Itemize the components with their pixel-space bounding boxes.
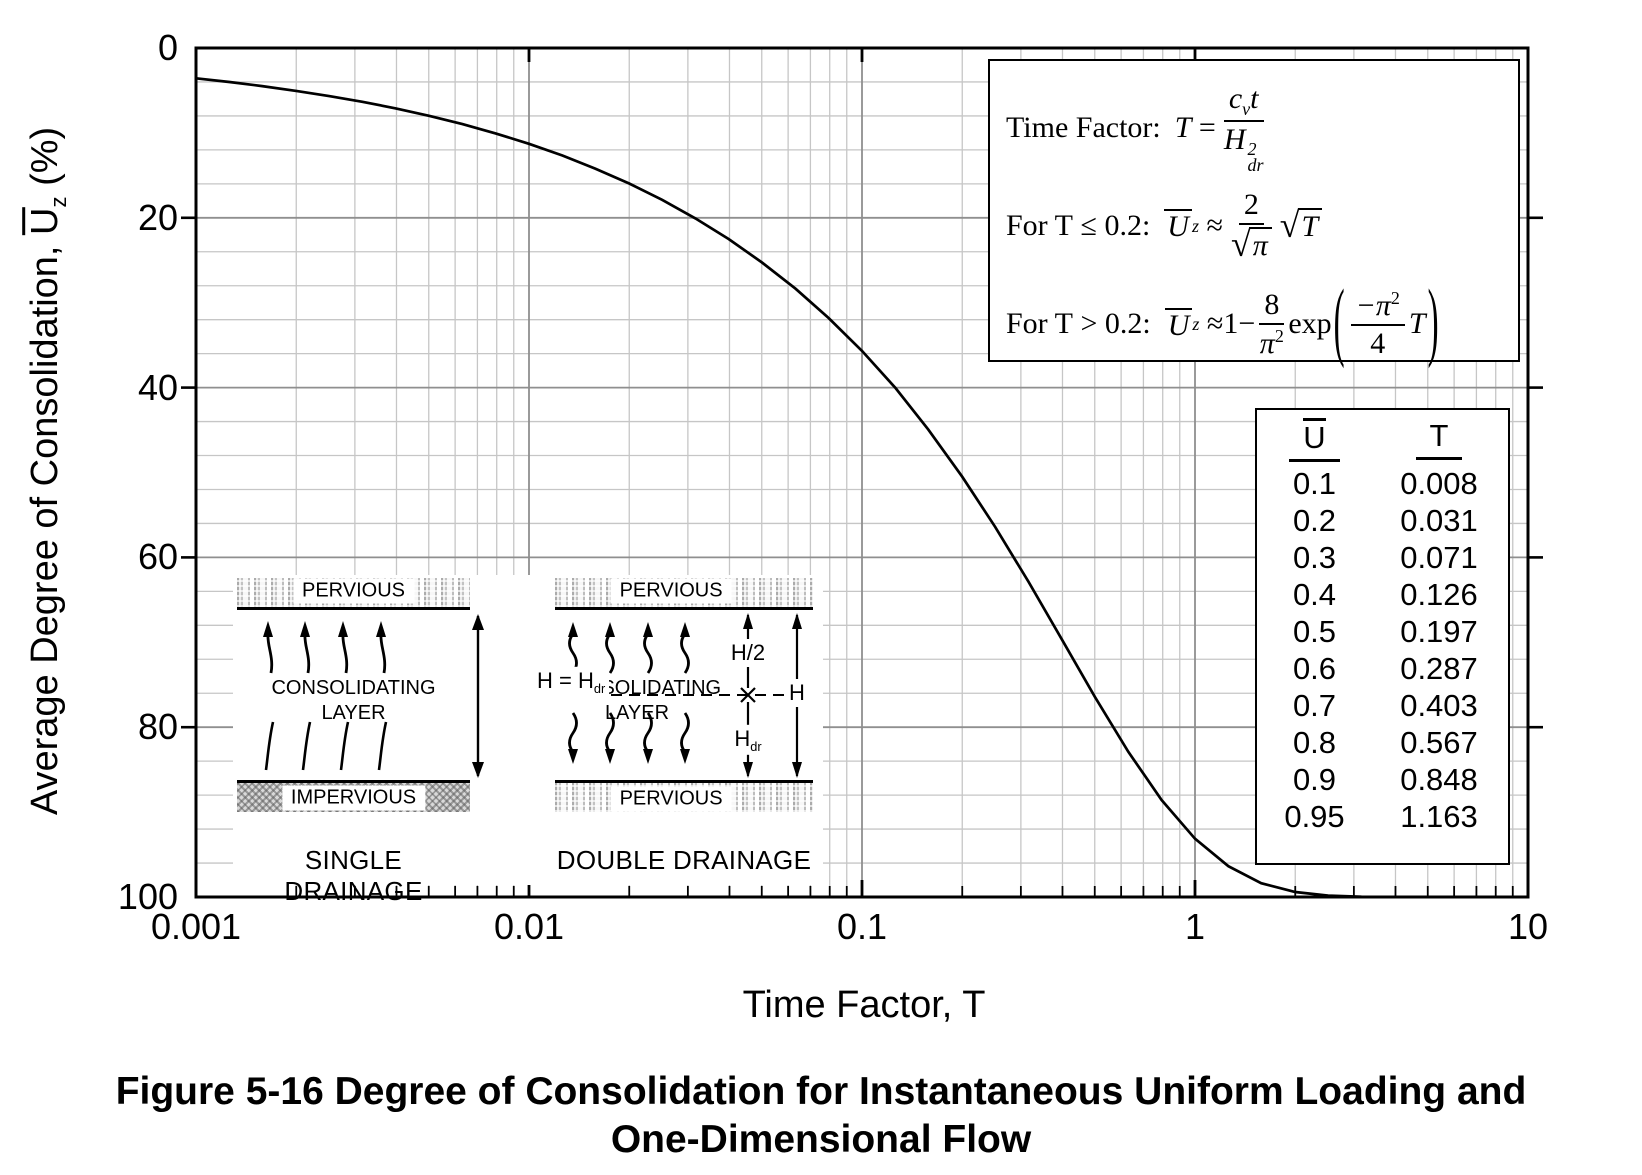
axis-ticks	[181, 48, 1543, 897]
table-cell: 0.008	[1400, 466, 1478, 501]
figure-caption: Figure 5-16 Degree of Consolidation for …	[0, 1068, 1642, 1164]
table-cell: 0.071	[1400, 540, 1478, 575]
caption-line-1: Figure 5-16 Degree of Consolidation for …	[115, 1070, 1527, 1113]
single-height-dimension-arrow	[472, 614, 484, 778]
drainage-diagrams: PERVIOUS CONSOLIDATING LAYER IMPERVIOUS	[233, 575, 823, 906]
table-cell: 0.9	[1292, 762, 1337, 797]
u-t-value-table: U T 0.1 0.008 0.2 0.031 0.3 0.071 0.4 0.126 0.5 0…	[1255, 408, 1510, 865]
double-pervious-top-band: PERVIOUS	[555, 578, 813, 610]
single-flow-lines	[264, 721, 388, 771]
double-down-arrowheads	[568, 749, 690, 764]
table-cell: 0.287	[1400, 651, 1478, 686]
y-tick-label: 100	[117, 876, 178, 917]
table-cell: 0.2	[1292, 503, 1337, 538]
formula-time-factor: Time Factor: T = cvt H 2 dr	[1006, 82, 1264, 175]
open-paren: (	[1333, 274, 1345, 371]
table-row: 0.9 0.848	[1257, 761, 1508, 798]
table-cell: 0.3	[1292, 540, 1337, 575]
plot-border	[194, 46, 1530, 899]
y-tick-label: 0	[157, 27, 178, 68]
drainage-height-label: Hdr	[730, 724, 766, 756]
caption-line-2: One-Dimensional Flow	[610, 1118, 1032, 1161]
table-cell: 0.8	[1292, 725, 1337, 760]
y-tick-label: 40	[137, 366, 178, 408]
table-cell: 0.1	[1292, 466, 1337, 501]
double-pervious-bottom-band: PERVIOUS	[555, 780, 813, 812]
double-down-arrows	[568, 712, 690, 753]
single-up-arrows	[266, 633, 387, 674]
time-factor-formula-box: Time Factor: T = cvt H 2 dr For T ≤ 0.2: U…	[988, 59, 1520, 370]
table-row: 0.2 0.031	[1257, 502, 1508, 539]
single-up-arrowheads	[263, 621, 386, 637]
table-rows: 0.1 0.008 0.2 0.031 0.3 0.071 0.4 0.126 0.5 0.197…	[1257, 465, 1508, 835]
table-row: 0.5 0.197	[1257, 613, 1508, 650]
table-row: 0.4 0.126	[1257, 576, 1508, 613]
mid-depth-x-marker	[740, 687, 756, 703]
x-tick-label: 0.001	[150, 906, 242, 947]
x-tick-label: 0.1	[836, 906, 888, 947]
table-cell: 0.6	[1292, 651, 1337, 686]
single-impervious-label: IMPERVIOUS	[281, 785, 426, 811]
half-height-label: H/2	[726, 639, 770, 667]
y-tick-label: 60	[137, 536, 178, 578]
table-row: 0.95 1.163	[1257, 798, 1508, 835]
y-tick-label: 20	[137, 196, 178, 238]
single-height-label: H = Hdr	[533, 666, 610, 698]
single-pervious-band: PERVIOUS	[237, 578, 470, 610]
table-cell: 0.5	[1292, 614, 1337, 649]
full-height-label: H	[785, 679, 809, 707]
double-layer-label-2: LAYER	[604, 702, 670, 724]
single-drainage-title: SINGLE DRAINAGE	[284, 845, 423, 906]
table-cell: 0.848	[1400, 762, 1478, 797]
consolidation-curve	[195, 76, 1362, 899]
x-tick-label: 1	[1184, 906, 1206, 947]
single-pervious-label: PERVIOUS	[293, 578, 414, 604]
table-cell: 0.197	[1400, 614, 1478, 649]
table-cell: 0.7	[1292, 688, 1337, 723]
table-cell: 0.031	[1400, 503, 1478, 538]
table-row: 0.6 0.287	[1257, 650, 1508, 687]
table-row: 0.7 0.403	[1257, 687, 1508, 724]
single-layer-label-1: CONSOLIDATING	[271, 677, 436, 699]
table-row: 0.8 0.567	[1257, 724, 1508, 761]
single-layer-label-2: LAYER	[321, 702, 386, 724]
table-cell: 1.163	[1400, 799, 1478, 834]
single-impervious-band: IMPERVIOUS	[237, 780, 470, 812]
table-header: U T	[1257, 418, 1508, 462]
double-drainage-title: DOUBLE DRAINAGE	[556, 845, 812, 875]
table-cell: 0.567	[1400, 725, 1478, 760]
table-row: 0.3 0.071	[1257, 539, 1508, 576]
table-cell: 0.4	[1292, 577, 1337, 612]
double-pervious-top-label: PERVIOUS	[610, 578, 732, 604]
x-tick-label: 0.01	[493, 906, 565, 947]
x-tick-label: 10	[1507, 906, 1549, 947]
table-cell: 0.95	[1284, 799, 1345, 834]
table-row: 0.1 0.008	[1257, 465, 1508, 502]
close-paren: )	[1427, 274, 1439, 371]
table-cell: 0.126	[1400, 577, 1478, 612]
single-flow-arrows	[263, 621, 388, 771]
table-cell: 0.403	[1400, 688, 1478, 723]
double-up-arrowheads	[568, 622, 690, 637]
double-pervious-bottom-label: PERVIOUS	[610, 786, 732, 812]
x-axis-title: Time Factor, T	[742, 984, 986, 1026]
y-tick-label: 80	[137, 706, 178, 748]
